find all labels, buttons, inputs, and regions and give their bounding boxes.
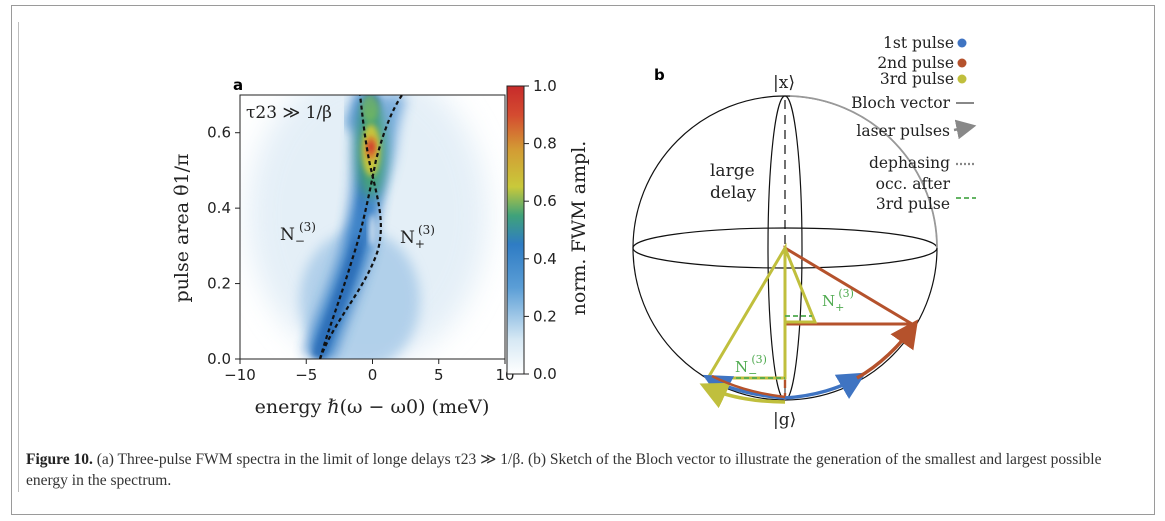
left-rule <box>18 22 19 492</box>
panel-b-label: b <box>654 66 665 84</box>
large-label-line2: delay <box>710 183 757 203</box>
y-tick-label: 0.4 <box>207 199 231 217</box>
pulse3-arc <box>699 382 786 409</box>
x-tick-label: −5 <box>295 366 317 384</box>
bloch-vector-arc <box>789 95 938 249</box>
x-axis-ticks: −10 −5 0 5 10 <box>224 359 515 384</box>
legend-pulse2-dot <box>957 58 967 68</box>
panel-a-label: a <box>233 76 243 94</box>
heatmap-annotation: τ23 ≫ 1/β <box>246 103 332 123</box>
x-tick-label: 5 <box>434 366 444 384</box>
figure-frame <box>11 5 1155 515</box>
y-axis-label: pulse area θ1/π <box>171 154 193 303</box>
legend-pulse3-dot <box>957 74 967 84</box>
bloch-n-minus: N−(3) <box>735 353 767 380</box>
legend-pulse1: 1st pulse <box>883 34 954 52</box>
legend-pulse2: 2nd pulse <box>877 54 954 72</box>
state-g: |g⟩ <box>773 410 796 430</box>
legend-pulse3: 3rd pulse <box>880 70 954 88</box>
y-axis-ticks: 0.0 0.2 0.4 0.6 <box>207 124 240 368</box>
bloch-sphere: |x⟩ |g⟩ large delay N+(3) N−(3) <box>632 73 938 430</box>
caption-label: Figure 10. <box>26 451 93 468</box>
legend-bloch-vector: Bloch vector <box>851 94 950 112</box>
colorbar-tick-label: 0.0 <box>533 365 557 383</box>
y-tick-label: 0.2 <box>207 275 231 293</box>
bloch-n-plus: N+(3) <box>822 287 854 314</box>
y-tick-label: 0.0 <box>207 350 231 368</box>
colorbar-tick-label: 0.2 <box>533 307 557 325</box>
legend-dephasing: dephasing <box>869 154 950 172</box>
label-n-plus: N+(3) <box>400 223 435 251</box>
colorbar-label: norm. FWM ampl. <box>568 141 590 316</box>
legend-pulse1-dot <box>957 38 967 48</box>
caption-text: (a) Three-pulse FWM spectra in the limit… <box>26 451 1102 489</box>
legend-occ-line1: occ. after <box>876 175 951 193</box>
pulse1-arc <box>784 372 867 400</box>
colorbar <box>506 85 525 375</box>
pulse2-arc-left <box>711 374 786 399</box>
colorbar-tick-label: 1.0 <box>533 77 557 95</box>
colorbar-ticks: 0.0 0.2 0.4 0.6 0.8 1.0 <box>524 77 557 383</box>
colorbar-tick-label: 0.6 <box>533 192 557 210</box>
dashed-curves <box>318 94 403 360</box>
large-label-line1: large <box>710 161 755 181</box>
curve-n-minus <box>318 94 403 360</box>
bloch-legend: 1st pulse 2nd pulse 3rd pulse Bloch vect… <box>851 34 977 213</box>
x-axis-label: energy ℏ(ω − ω0) (meV) <box>255 396 490 418</box>
pulse2-triangle <box>783 245 918 326</box>
figure-caption: Figure 10. (a) Three-pulse FWM spectra i… <box>26 449 1136 491</box>
curve-n-plus <box>318 94 382 360</box>
legend-laser-arrow <box>953 119 977 140</box>
legend-occ-line2: 3rd pulse <box>876 195 950 213</box>
colorbar-tick-label: 0.4 <box>533 250 557 268</box>
colorbar-tick-label: 0.8 <box>533 135 557 153</box>
pulse3-triangle-upper <box>783 247 818 324</box>
y-tick-label: 0.6 <box>207 124 231 142</box>
label-n-minus: N−(3) <box>280 220 316 248</box>
x-tick-label: −10 <box>224 366 256 384</box>
state-x: |x⟩ <box>773 73 795 93</box>
pulse2-arc <box>856 319 919 380</box>
x-tick-label: 0 <box>368 366 378 384</box>
legend-laser-pulses: laser pulses <box>856 122 950 140</box>
